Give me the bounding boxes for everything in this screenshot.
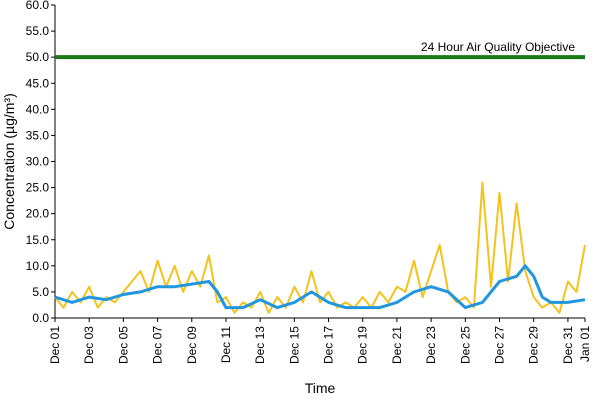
y-tick-label: 45.0: [26, 76, 50, 90]
y-tick-label: 5.0: [32, 285, 49, 299]
series-group: [54, 181, 586, 314]
y-tick-label: 25.0: [26, 181, 50, 195]
y-tick-label: 20.0: [26, 207, 50, 221]
y-tick-label: 50.0: [26, 50, 50, 64]
rolling-average-series-line: [54, 264, 586, 310]
x-axis-ticks: Dec 01 Dec 03 Dec 05 Dec 07 Dec 09 Dec 11 Dec …: [48, 318, 592, 364]
y-axis-ticks: 0.0 5.0 10.0 15.0 20.0 25.0 30.0 35.0 40.0 45.0 50…: [26, 0, 55, 325]
y-axis-title: Concentration (µg/m³): [1, 93, 17, 229]
x-tick-label: Dec 23: [424, 326, 438, 364]
x-tick-label: Dec 25: [458, 326, 472, 364]
y-tick-label: 30.0: [26, 155, 50, 169]
x-axis-title: Time: [305, 380, 336, 396]
x-tick-label: Dec 21: [390, 326, 404, 364]
y-tick-label: 40.0: [26, 102, 50, 116]
x-tick-label: Dec 15: [287, 326, 301, 364]
x-tick-label: Dec 09: [185, 326, 199, 364]
y-tick-label: 0.0: [32, 311, 49, 325]
y-tick-label: 15.0: [26, 233, 50, 247]
x-tick-label: Dec 13: [253, 326, 267, 364]
y-tick-label: 60.0: [26, 0, 50, 12]
objective-group: 24 Hour Air Quality Objective: [55, 40, 585, 60]
x-tick-label: Dec 31: [561, 326, 575, 364]
x-tick-label: Dec 01: [48, 326, 62, 364]
x-tick-label: Dec 29: [527, 326, 541, 364]
y-tick-label: 55.0: [26, 24, 50, 38]
x-tick-label: Dec 19: [356, 326, 370, 364]
x-tick-label: Jan 01: [578, 326, 592, 362]
x-tick-label: Dec 17: [322, 326, 336, 364]
x-tick-label: Dec 27: [493, 326, 507, 364]
y-tick-label: 35.0: [26, 128, 50, 142]
x-tick-label: Dec 05: [116, 326, 130, 364]
hourly-series-line: [54, 181, 586, 314]
objective-annotation: 24 Hour Air Quality Objective: [421, 40, 575, 54]
y-tick-label: 10.0: [26, 259, 50, 273]
x-tick-label: Dec 11: [219, 326, 233, 363]
x-tick-label: Dec 03: [82, 326, 96, 364]
x-tick-label: Dec 07: [151, 326, 165, 364]
